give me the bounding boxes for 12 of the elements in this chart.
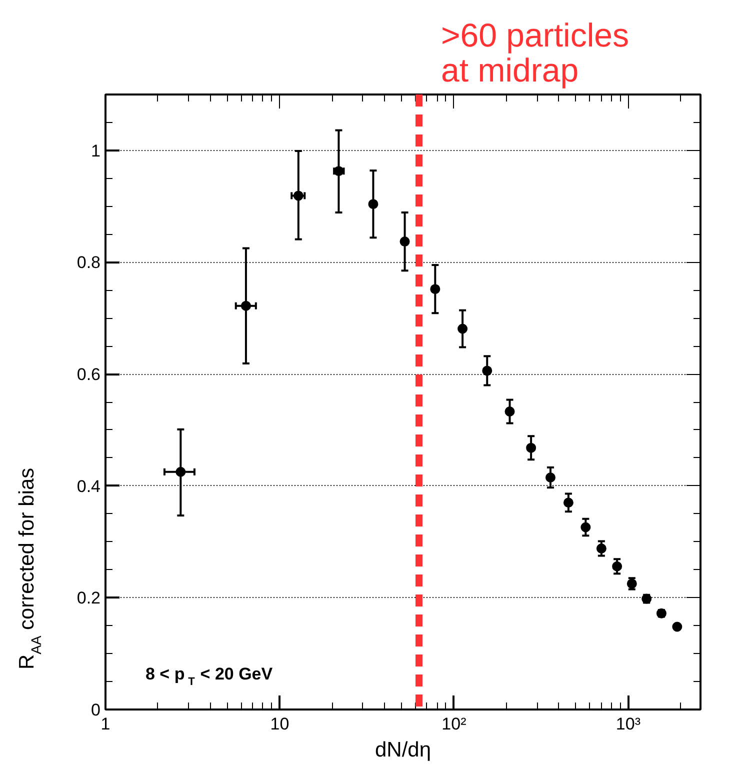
y-tick-label: 0 <box>91 700 101 720</box>
x-tick-label: 10² <box>442 714 467 734</box>
y-tick-label: 0.4 <box>76 476 101 496</box>
y-tick-label: 0.2 <box>76 588 101 608</box>
ref-line-label: >60 particles at midrap <box>441 16 630 88</box>
x-axis-title: dN/dη <box>374 738 432 762</box>
y-tick-label: 0.6 <box>76 365 101 384</box>
y-tick-label: 1 <box>91 141 101 160</box>
x-tick-label: 10³ <box>616 714 641 734</box>
y-axis-title: RAA corrected for bias <box>16 468 44 670</box>
y-tick-label: 0.8 <box>76 253 101 272</box>
x-tick-label: 10 <box>270 714 290 734</box>
